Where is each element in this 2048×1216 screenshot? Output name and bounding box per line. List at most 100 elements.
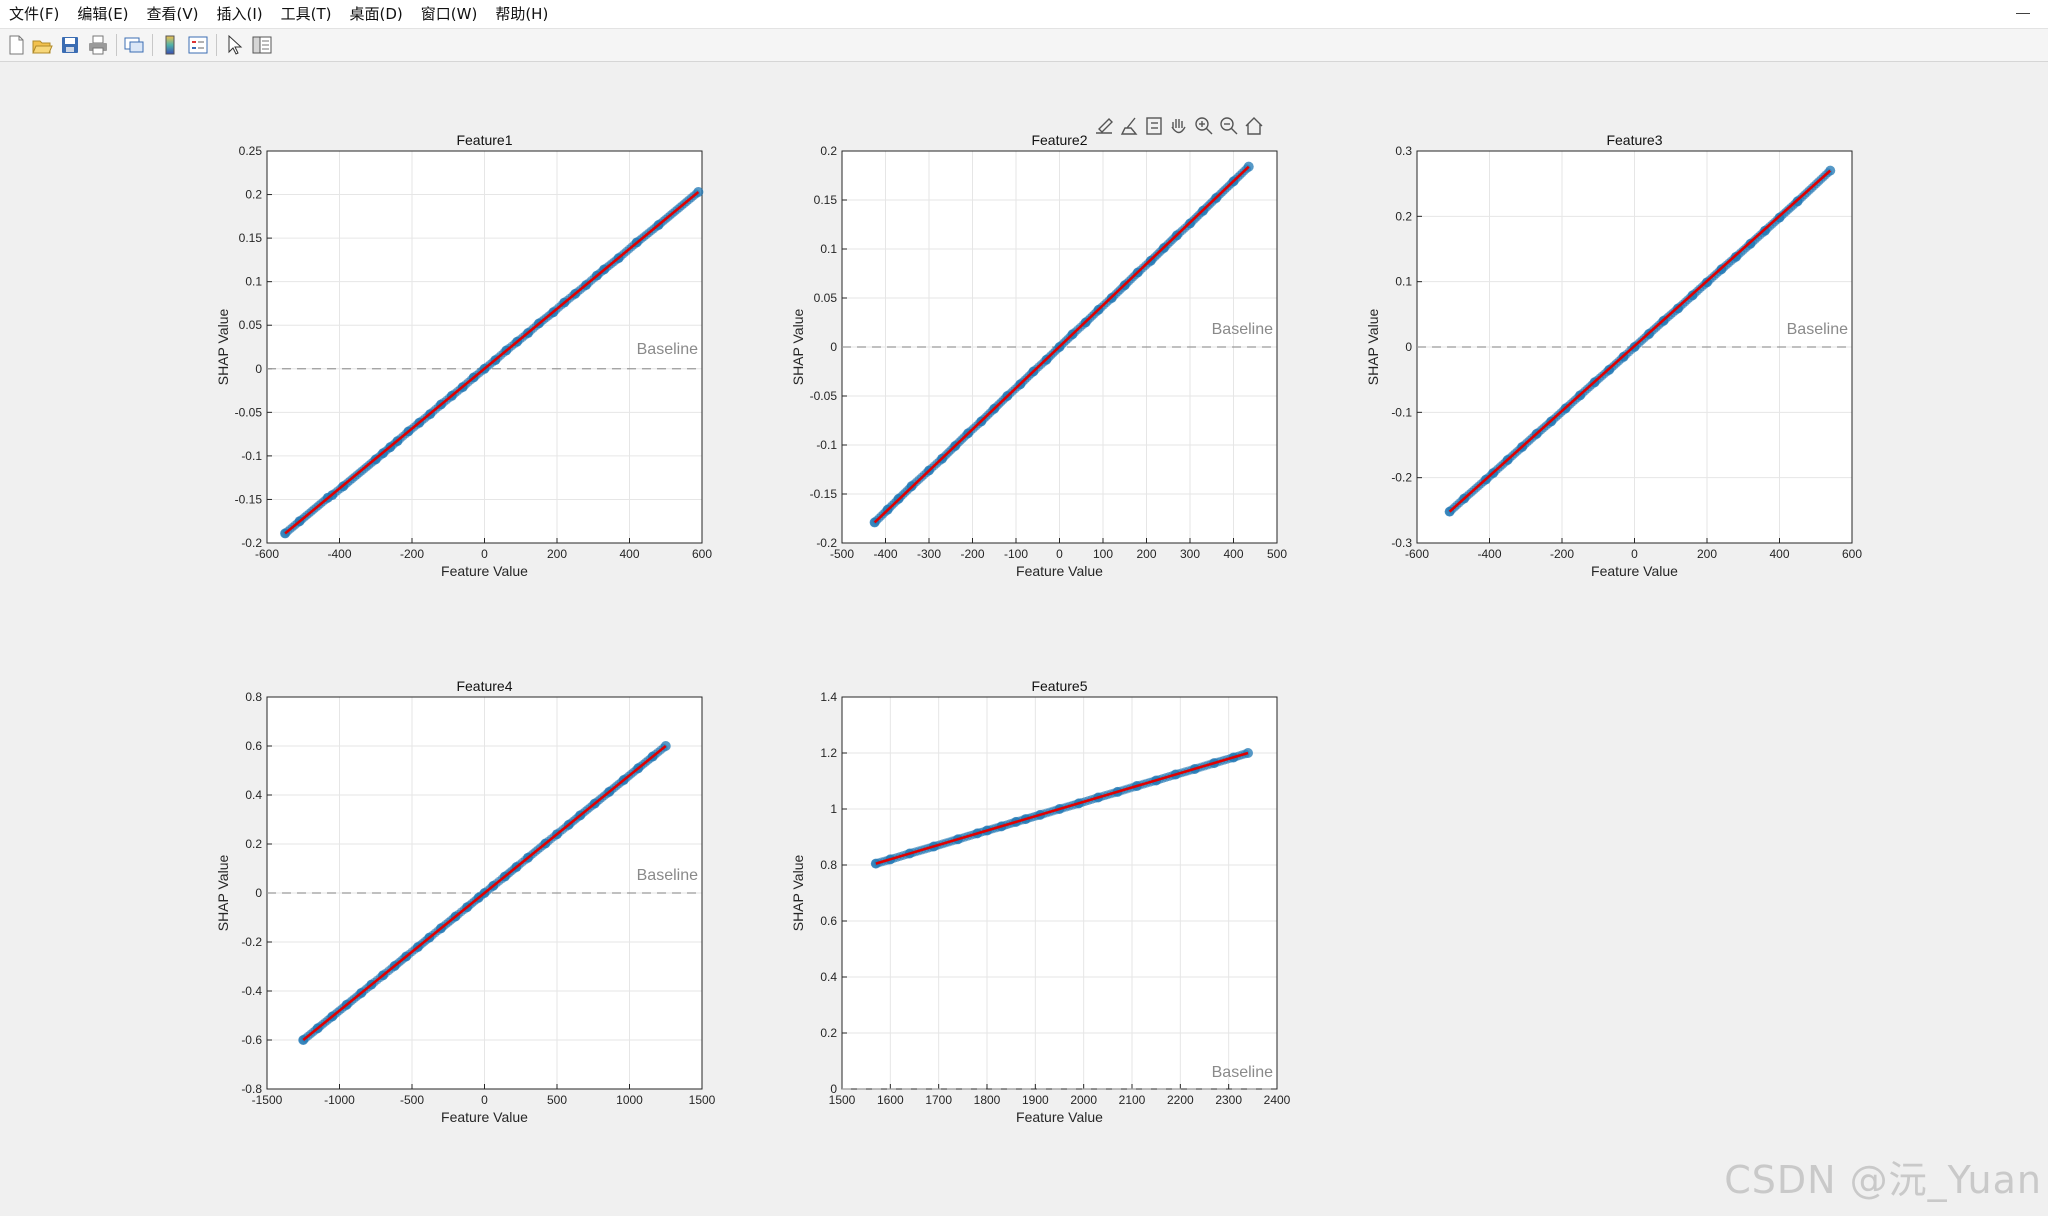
figure-toolbar — [0, 29, 2048, 62]
x-tick-label: 600 — [1842, 547, 1862, 561]
y-tick-label: -0.2 — [1391, 471, 1412, 485]
y-tick-label: 0.2 — [820, 144, 837, 158]
zoom-out-icon[interactable] — [1219, 116, 1239, 136]
export-shape — [1096, 118, 1113, 134]
x-tick-label: 1800 — [974, 1093, 1001, 1107]
menu-help[interactable]: 帮助(H) — [495, 5, 549, 23]
toolbar-separator — [152, 34, 153, 56]
y-tick-label: 0 — [830, 340, 837, 354]
menu-insert[interactable]: 插入(I) — [216, 5, 263, 23]
y-tick-label: 0 — [255, 886, 262, 900]
menu-file[interactable]: 文件(F) — [9, 5, 60, 23]
select-arrow-icon[interactable] — [222, 33, 246, 57]
save-icon[interactable] — [58, 33, 82, 57]
x-tick-label: -300 — [917, 547, 941, 561]
x-tick-label: 500 — [1267, 547, 1287, 561]
y-tick-label: 1.2 — [820, 746, 837, 760]
x-tick-label: 2400 — [1264, 1093, 1291, 1107]
fit-line — [1448, 169, 1832, 513]
y-axis-label: SHAP Value — [790, 309, 806, 386]
legend-icon[interactable] — [186, 33, 210, 57]
y-tick-label: -0.4 — [241, 984, 262, 998]
link-plot-icon[interactable] — [122, 33, 146, 57]
zoom-in-icon[interactable] — [1194, 116, 1214, 136]
x-tick-label: -600 — [1405, 547, 1429, 561]
y-tick-label: -0.05 — [810, 389, 838, 403]
new-figure-icon[interactable] — [4, 33, 28, 57]
chart-title: Feature1 — [456, 132, 512, 148]
x-tick-label: 400 — [619, 547, 639, 561]
y-tick-label: 1 — [830, 802, 837, 816]
menu-window[interactable]: 窗口(W) — [420, 5, 478, 23]
x-tick-label: 100 — [1093, 547, 1113, 561]
colorbar-icon[interactable] — [158, 33, 182, 57]
x-tick-label: 1900 — [1022, 1093, 1049, 1107]
x-tick-label: 0 — [1056, 547, 1063, 561]
export-icon[interactable] — [1094, 116, 1114, 136]
y-tick-label: -0.2 — [241, 536, 262, 550]
chart-title: Feature5 — [1031, 678, 1087, 694]
x-tick-label: -1000 — [324, 1093, 355, 1107]
y-tick-label: 0.1 — [1395, 275, 1412, 289]
toolbar-separator — [216, 34, 217, 56]
menu-edit[interactable]: 编辑(E) — [77, 5, 129, 23]
x-tick-label: -200 — [400, 547, 424, 561]
menu-view[interactable]: 查看(V) — [146, 5, 199, 23]
axes-tool-hitbox[interactable] — [1244, 116, 1264, 136]
chart-title: Feature4 — [456, 678, 512, 694]
brush-icon[interactable] — [1119, 116, 1139, 136]
chart-title: Feature3 — [1606, 132, 1662, 148]
y-tick-label: -0.15 — [235, 492, 263, 506]
x-tick-label: -500 — [830, 547, 854, 561]
minimize-button[interactable]: — — [2016, 4, 2030, 20]
pan-icon[interactable] — [1169, 116, 1189, 136]
datatip-icon[interactable] — [1144, 116, 1164, 136]
menu-tools[interactable]: 工具(T) — [280, 5, 332, 23]
x-tick-label: 0 — [481, 547, 488, 561]
baseline-label: Baseline — [1212, 1064, 1273, 1081]
home-icon[interactable] — [1244, 116, 1264, 136]
menu-bar: 文件(F) 编辑(E) 查看(V) 插入(I) 工具(T) 桌面(D) 窗口(W… — [0, 0, 2048, 29]
y-tick-label: -0.8 — [241, 1082, 262, 1096]
watermark: CSDN @沅_Yuan — [1724, 1158, 2042, 1202]
open-file-icon[interactable] — [30, 33, 54, 57]
x-tick-label: 1500 — [829, 1093, 856, 1107]
y-tick-label: -0.1 — [816, 438, 837, 452]
menu-desktop[interactable]: 桌面(D) — [349, 5, 403, 23]
x-axis-label: Feature Value — [441, 563, 528, 579]
y-tick-label: 0.8 — [245, 690, 262, 704]
fit-line — [302, 744, 667, 1042]
x-tick-label: -200 — [1550, 547, 1574, 561]
x-tick-label: 2000 — [1070, 1093, 1097, 1107]
y-tick-label: 0.1 — [820, 242, 837, 256]
x-tick-label: -400 — [1477, 547, 1501, 561]
y-tick-label: -0.2 — [241, 935, 262, 949]
y-tick-label: 0.1 — [245, 275, 262, 289]
x-tick-label: -200 — [960, 547, 984, 561]
y-axis-label: SHAP Value — [790, 855, 806, 932]
chart-3: -600 -400 -200 0 200 400 600 -0.3 -0.2 -0.1 0 0.1 0.… — [1365, 132, 1862, 579]
y-tick-label: 0.2 — [820, 1026, 837, 1040]
y-tick-label: 0.05 — [814, 291, 838, 305]
y-tick-label: 0.4 — [820, 970, 837, 984]
datatip-box — [1146, 117, 1162, 135]
x-tick-label: -500 — [400, 1093, 424, 1107]
x-tick-label: -600 — [255, 547, 279, 561]
y-tick-label: -0.1 — [1391, 405, 1412, 419]
property-inspector-icon[interactable] — [250, 33, 274, 57]
y-tick-label: -0.2 — [816, 536, 837, 550]
toolbar-separator — [116, 34, 117, 56]
chart-4: -1500 -1000 -500 0 500 1000 1500 -0.8 -0.6 -0.4 -0… — [215, 678, 716, 1125]
axes-toolbar — [1094, 116, 1264, 136]
y-tick-label: 0.2 — [245, 837, 262, 851]
y-tick-label: 0.3 — [1395, 144, 1412, 158]
x-tick-label: 600 — [692, 547, 712, 561]
y-tick-label: 0.2 — [245, 188, 262, 202]
print-icon[interactable] — [86, 33, 110, 57]
y-tick-label: 0.2 — [1395, 209, 1412, 223]
x-tick-label: 0 — [481, 1093, 488, 1107]
y-tick-label: -0.05 — [235, 405, 263, 419]
y-tick-label: 0 — [1405, 340, 1412, 354]
baseline-label: Baseline — [1212, 321, 1273, 338]
figure-canvas: -600 -400 -200 0 200 400 600 -0.2 -0.15 -0.1 -0.05… — [215, 116, 1862, 1125]
